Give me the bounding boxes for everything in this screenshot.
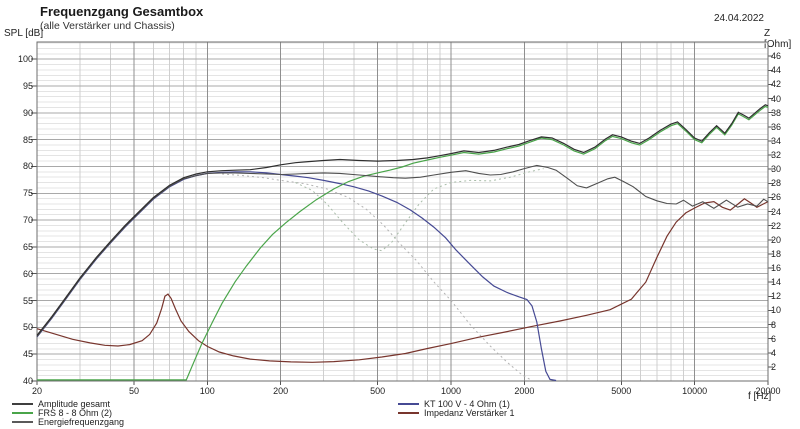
legend-label: KT 100 V - 4 Ohm (1) <box>424 398 510 409</box>
legend-item-col1-2: Energiefrequenzgang <box>12 417 125 428</box>
right-axis-tick: 40 <box>771 93 782 104</box>
legend-item-col2-0: KT 100 V - 4 Ohm (1) <box>398 398 515 409</box>
legend-line-swatch <box>12 421 33 424</box>
bottom-axis-tick: 10000 <box>682 386 708 396</box>
legend-label: FRS 8 - 8 Ohm (2) <box>38 408 113 419</box>
right-axis-tick: 20 <box>771 234 782 245</box>
curve-frs-8 <box>37 105 769 381</box>
right-axis-tick: 12 <box>771 291 782 302</box>
left-axis-tick: 85 <box>22 134 33 145</box>
legend-line-swatch <box>12 402 33 405</box>
left-axis-tick: 75 <box>22 188 33 199</box>
left-axis-tick: 55 <box>22 295 33 306</box>
bottom-axis-tick: 2000 <box>514 386 535 396</box>
right-axis-tick: 6 <box>771 333 777 344</box>
right-axis-tick: 28 <box>771 178 782 189</box>
right-axis-tick: 14 <box>771 277 782 288</box>
left-axis-tick: 90 <box>22 107 33 118</box>
legend-column-1: Amplitude gesamt FRS 8 - 8 Ohm (2) Energie… <box>12 399 124 427</box>
legend-label: Impedanz Verstärker 1 <box>424 408 515 419</box>
bottom-axis-tick: 1000 <box>440 386 461 396</box>
left-axis-tick: 100 <box>17 54 33 65</box>
right-axis-tick: 22 <box>771 220 782 231</box>
right-axis-tick: 4 <box>771 347 777 358</box>
left-axis-tick: 60 <box>22 268 33 279</box>
right-axis-tick: 34 <box>771 135 782 146</box>
left-axis-tick: 65 <box>22 241 33 252</box>
bottom-axis-tick: 20 <box>31 386 42 396</box>
curve-kt-energie-dotted <box>222 173 533 381</box>
right-axis-tick: 18 <box>771 248 782 259</box>
legend-label: Amplitude gesamt <box>38 398 111 409</box>
curve-impedanz-verstaerker-1 <box>36 198 769 363</box>
bottom-axis-tick: 5000 <box>611 386 632 396</box>
bottom-axis-tick: 50 <box>128 386 139 396</box>
left-axis-tick: 40 <box>22 376 33 386</box>
legend-column-2: KT 100 V - 4 Ohm (1) Impedanz Verstärker … <box>398 399 515 418</box>
right-axis-tick: 24 <box>771 206 782 217</box>
bottom-axis-tick: 500 <box>370 386 386 396</box>
left-axis-tick: 45 <box>22 349 33 360</box>
right-axis-tick: 26 <box>771 192 782 203</box>
left-axis-label: SPL [dB] <box>4 28 44 39</box>
legend-line-swatch <box>398 402 419 405</box>
left-axis-tick: 50 <box>22 322 33 333</box>
bottom-axis-tick: 20000 <box>755 386 781 396</box>
right-axis-tick: 10 <box>771 305 782 316</box>
right-axis-tick: 42 <box>771 79 782 90</box>
legend-item-col1-1: FRS 8 - 8 Ohm (2) <box>12 408 124 419</box>
chart-subtitle: (alle Verstärker und Chassis) <box>40 20 175 32</box>
chart-date: 24.04.2022 <box>713 13 764 24</box>
bottom-axis-tick: 200 <box>273 386 289 396</box>
curve-energiefrequenzgang <box>36 164 769 337</box>
left-axis-tick: 95 <box>22 80 33 91</box>
legend-line-swatch <box>12 412 33 415</box>
left-axis-tick: 80 <box>22 161 33 172</box>
right-axis-tick: 38 <box>771 107 782 118</box>
right-axis-tick: 46 <box>771 51 782 62</box>
curve-amplitude-gesamt <box>36 104 769 336</box>
right-axis-tick: 30 <box>771 164 782 175</box>
legend-item-col1-0: Amplitude gesamt <box>12 398 124 409</box>
right-axis-tick: 16 <box>771 263 782 273</box>
right-axis-label: Z [Ohm] <box>764 28 792 50</box>
legend-item-col2-1: Impedanz Verstärker 1 <box>398 408 515 419</box>
plot-frame <box>36 41 769 382</box>
legend-line-swatch <box>398 412 419 415</box>
right-axis-tick: 44 <box>771 65 782 76</box>
right-axis-tick: 2 <box>771 361 777 372</box>
right-axis-tick: 32 <box>771 150 782 160</box>
legend-label: Energiefrequenzgang <box>38 417 125 428</box>
right-axis-tick: 8 <box>771 319 777 330</box>
right-axis-tick: 36 <box>771 121 782 132</box>
bottom-axis-tick: 100 <box>199 386 215 396</box>
x-axis-label: f [Hz] <box>748 391 772 402</box>
page-title: Frequenzgang Gesamtbox <box>40 4 204 19</box>
left-axis-tick: 70 <box>22 215 33 226</box>
